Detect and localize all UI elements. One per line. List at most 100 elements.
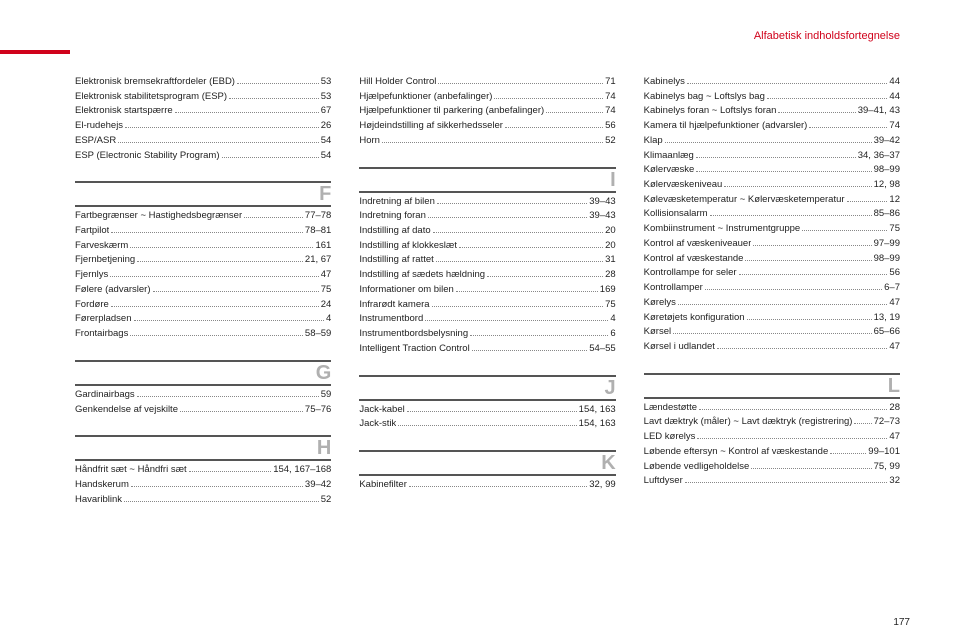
index-entry: Infrarødt kamera75: [359, 298, 615, 313]
entry-page: 39–42: [305, 478, 331, 493]
entry-page: 4: [610, 312, 615, 327]
leader-dots: [456, 285, 598, 292]
entry-label: Køretøjets konfiguration: [644, 311, 745, 326]
entry-page: 75: [605, 298, 616, 313]
entry-label: Løbende eftersyn ~ Kontrol af væskestand…: [644, 445, 829, 460]
leader-dots: [687, 77, 888, 84]
index-entry: ESP (Electronic Stability Program)54: [75, 149, 331, 164]
index-entry: Fjernlys47: [75, 268, 331, 283]
index-entry: Indstilling af rattet31: [359, 253, 615, 268]
index-column: Kabinelys44Kabinelys bag ~ Loftslys bag4…: [644, 75, 900, 507]
entry-label: Kontrollampe for seler: [644, 266, 737, 281]
entry-page: 44: [889, 75, 900, 90]
entry-page: 34, 36–37: [858, 149, 900, 164]
index-entry: Elektronisk bremsekraftfordeler (EBD)53: [75, 75, 331, 90]
index-entry: Kørsel i udlandet47: [644, 340, 900, 355]
leader-dots: [699, 403, 887, 410]
entry-page: 24: [321, 298, 332, 313]
entry-label: Kontrol af væskeniveauer: [644, 237, 752, 252]
leader-dots: [767, 92, 888, 99]
index-entry: Elektronisk startspærre67: [75, 104, 331, 119]
index-entry: Kølervæskeniveau12, 98: [644, 178, 900, 193]
entry-label: Kørsel: [644, 325, 671, 340]
index-entry: Følere (advarsler)75: [75, 283, 331, 298]
index-entry: Frontairbags58–59: [75, 327, 331, 342]
entry-page: 59: [321, 388, 332, 403]
entry-page: 154, 167–168: [273, 463, 331, 478]
entry-label: Indretning af bilen: [359, 195, 435, 210]
entry-page: 74: [889, 119, 900, 134]
entry-label: Instrumentbord: [359, 312, 423, 327]
index-entry: Kontrol af væskeniveauer97–99: [644, 237, 900, 252]
index-entry: Kabinelys44: [644, 75, 900, 90]
entry-label: Luftdyser: [644, 474, 683, 489]
index-entry: Gardinairbags 59: [75, 388, 331, 403]
index-entry: Elektronisk stabilitetsprogram (ESP)53: [75, 90, 331, 105]
leader-dots: [398, 420, 576, 427]
leader-dots: [809, 122, 887, 129]
leader-dots: [130, 329, 303, 336]
index-entry: Kabinelys bag ~ Loftslys bag44: [644, 90, 900, 105]
leader-dots: [436, 256, 603, 263]
entry-label: Jack-stik: [359, 417, 396, 432]
page-number: 177: [893, 617, 910, 628]
entry-label: Følere (advarsler): [75, 283, 151, 298]
entry-page: 47: [889, 340, 900, 355]
index-entry: LED kørelys47: [644, 430, 900, 445]
entry-label: Lændestøtte: [644, 401, 697, 416]
leader-dots: [546, 107, 603, 114]
index-entry: Instrumentbordsbelysning6: [359, 327, 615, 342]
leader-dots: [137, 256, 303, 263]
leader-dots: [407, 405, 577, 412]
entry-label: Gardinairbags: [75, 388, 135, 403]
entry-label: Instrumentbordsbelysning: [359, 327, 468, 342]
entry-page: 39–43: [589, 195, 615, 210]
entry-page: 39–43: [589, 209, 615, 224]
leader-dots: [802, 225, 887, 232]
entry-label: Indstilling af klokkeslæt: [359, 239, 457, 254]
entry-page: 154, 163: [579, 417, 616, 432]
leader-dots: [229, 92, 319, 99]
index-entry: Genkendelse af vejskilte75–76: [75, 403, 331, 418]
entry-page: 52: [605, 134, 616, 149]
leader-dots: [724, 180, 871, 187]
entry-label: Klimaanlæg: [644, 149, 694, 164]
index-entry: Lavt dæktryk (måler) ~ Lavt dæktryk (reg…: [644, 415, 900, 430]
entry-page: 13, 19: [874, 311, 900, 326]
entry-page: 47: [321, 268, 332, 283]
index-entry: Indstilling af dato20: [359, 224, 615, 239]
index-entry: Indretning af bilen 39–43: [359, 195, 615, 210]
entry-label: Elektronisk startspærre: [75, 104, 173, 119]
leader-dots: [487, 271, 603, 278]
leader-dots: [153, 285, 319, 292]
leader-dots: [118, 136, 319, 143]
entry-page: 26: [321, 119, 332, 134]
entry-page: 77–78: [305, 209, 331, 224]
entry-page: 71: [605, 75, 616, 90]
entry-page: 56: [889, 266, 900, 281]
entry-page: 75, 99: [874, 460, 900, 475]
leader-dots: [505, 122, 603, 129]
index-entry: Hjælpefunktioner (anbefalinger)74: [359, 90, 615, 105]
entry-page: 4: [326, 312, 331, 327]
accent-bar: [0, 50, 70, 54]
index-entry: Køretøjets konfiguration 13, 19: [644, 311, 900, 326]
entry-label: Fartpilot: [75, 224, 109, 239]
index-entry: Løbende eftersyn ~ Kontrol af væskestand…: [644, 445, 900, 460]
leader-dots: [433, 226, 603, 233]
leader-dots: [438, 77, 603, 84]
entry-page: 54–55: [589, 342, 615, 357]
entry-label: Kombiinstrument ~ Instrumentgruppe: [644, 222, 801, 237]
leader-dots: [710, 210, 872, 217]
leader-dots: [244, 212, 303, 219]
entry-label: Frontairbags: [75, 327, 128, 342]
leader-dots: [222, 151, 319, 158]
leader-dots: [847, 195, 888, 202]
entry-page: 154, 163: [579, 403, 616, 418]
index-entry: Klimaanlæg 34, 36–37: [644, 149, 900, 164]
entry-page: 56: [605, 119, 616, 134]
entry-label: Håndfrit sæt ~ Håndfri sæt: [75, 463, 187, 478]
index-entry: Kørsel65–66: [644, 325, 900, 340]
index-entry: Kølervæske98–99: [644, 163, 900, 178]
index-entry: Klap39–42: [644, 134, 900, 149]
